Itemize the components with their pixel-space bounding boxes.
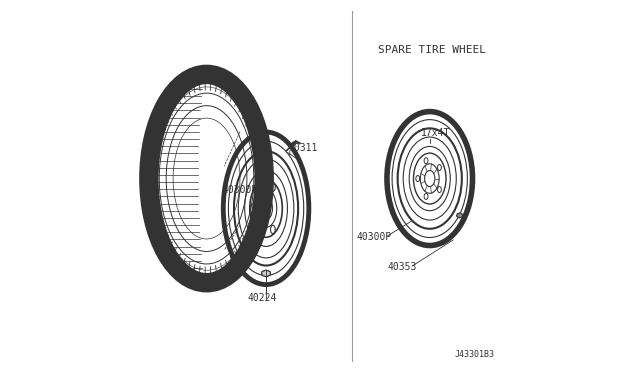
Text: J43301B3: J43301B3 [455,350,495,359]
Text: 40300P: 40300P [356,232,392,242]
Text: 40312M: 40312M [174,273,209,283]
Text: 40311: 40311 [289,142,317,153]
Text: 40300P: 40300P [222,185,258,195]
Text: 40353: 40353 [387,262,417,272]
Text: 17x4T: 17x4T [420,128,450,138]
Ellipse shape [291,142,295,146]
Polygon shape [456,213,463,218]
Polygon shape [262,270,270,277]
Text: SPARE TIRE WHEEL: SPARE TIRE WHEEL [378,45,486,55]
Text: 40224: 40224 [248,293,277,303]
